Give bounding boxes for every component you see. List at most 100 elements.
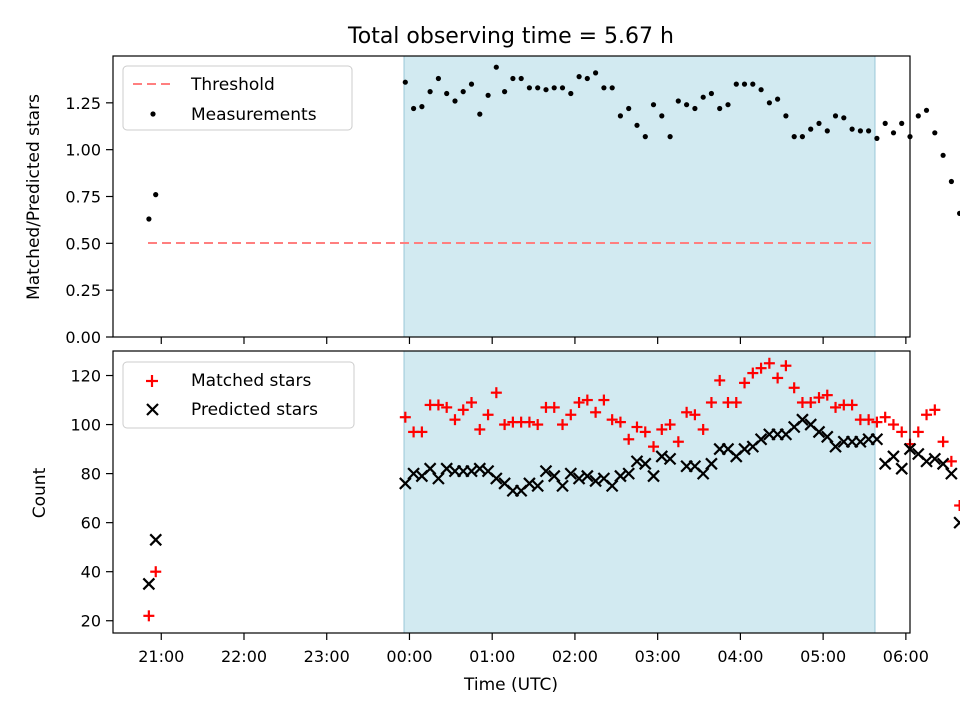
measurement-point	[791, 134, 797, 140]
measurement-point	[915, 113, 921, 119]
predicted-stars-point	[945, 467, 958, 480]
matched-stars-point	[755, 362, 767, 374]
matched-stars-point	[581, 394, 593, 406]
measurement-point	[957, 210, 960, 216]
matched-stars-point	[805, 396, 817, 408]
measurement-point	[444, 90, 450, 97]
matched-stars-point	[631, 421, 643, 433]
matched-stars-point	[449, 414, 461, 426]
predicted-stars-series	[142, 413, 960, 591]
matched-stars-point	[714, 374, 726, 386]
bottom-y-tick-label: 120	[70, 367, 101, 386]
top-y-tick-label: 1.00	[65, 141, 101, 160]
measurement-point	[684, 102, 690, 108]
top-y-axis: 0.00 0.25 0.50 0.75 1.00 1.25	[65, 94, 113, 347]
x-tick-label: 05:00	[800, 647, 846, 666]
bottom-legend: Matched stars Predicted stars	[122, 361, 355, 429]
measurement-point	[411, 105, 417, 112]
matched-stars-point	[937, 436, 949, 448]
matched-stars-point	[763, 357, 775, 369]
measurement-point	[932, 130, 938, 136]
threshold-legend-label: Threshold	[190, 75, 275, 95]
predicted-stars-point	[870, 433, 884, 446]
measurement-point	[650, 102, 657, 108]
matched-stars-point	[416, 426, 428, 438]
predicted-stars-legend-label: Predicted stars	[191, 400, 318, 420]
measurement-point	[758, 87, 764, 93]
matched-stars-point	[648, 441, 660, 453]
measurement-point	[750, 81, 756, 87]
measurement-point	[468, 81, 475, 87]
measurement-point	[775, 96, 781, 102]
predicted-stars-point	[556, 479, 569, 493]
matched-stars-point	[672, 436, 684, 448]
bottom-panel: 20 40 60 80 100 120 21:00 22:00 23:00 00:00 01:00…	[30, 350, 960, 695]
measurement-point	[568, 90, 574, 97]
measurement-point	[617, 113, 624, 119]
x-axis-label: Time (UTC)	[463, 675, 558, 695]
top-y-tick-label: 1.25	[65, 94, 101, 113]
matched-stars-point	[441, 401, 453, 413]
top-legend: Threshold Measurements	[122, 65, 353, 131]
measurement-point	[584, 75, 590, 82]
measurement-point	[766, 100, 773, 106]
measurement-point	[601, 85, 607, 91]
measurements-series	[146, 64, 960, 222]
matched-stars-point	[821, 389, 833, 401]
matched-stars-legend-swatch	[146, 375, 158, 387]
matched-stars-point	[813, 392, 825, 404]
measurement-point	[866, 128, 872, 134]
x-tick-label: 06:00	[883, 647, 929, 666]
top-y-tick-label: 0.75	[65, 188, 101, 207]
measurement-point	[551, 85, 557, 91]
measurement-point	[874, 135, 880, 141]
matched-stars-point	[780, 360, 792, 372]
matched-stars-point	[896, 426, 908, 438]
x-tick-label: 01:00	[469, 647, 515, 666]
predicted-stars-point	[928, 452, 942, 466]
predicted-stars-point	[564, 467, 578, 480]
bottom-y-axis-label: Count	[30, 467, 50, 518]
measurement-point	[485, 92, 491, 98]
predicted-stars-point	[812, 425, 826, 439]
matched-stars-point	[565, 409, 577, 421]
matched-stars-point	[871, 416, 883, 428]
matched-stars-point	[788, 382, 800, 394]
matched-stars-point	[598, 394, 610, 406]
matched-stars-point	[681, 406, 693, 418]
predicted-stars-point	[490, 472, 503, 485]
measurement-point	[146, 216, 152, 222]
matched-stars-point	[772, 372, 784, 384]
top-panel: 0.00 0.25 0.50 0.75 1.00 1.25 Matched/Predict…	[24, 55, 960, 347]
matched-stars-point	[656, 423, 668, 435]
measurement-point	[940, 152, 946, 158]
predicted-stars-point	[887, 450, 900, 463]
matched-stars-point	[399, 411, 411, 423]
x-tick-label: 21:00	[138, 647, 184, 666]
measurement-point	[535, 85, 541, 91]
measurement-point	[725, 102, 731, 108]
matched-stars-point	[697, 423, 709, 435]
matched-stars-point	[912, 426, 924, 438]
matched-stars-point	[830, 401, 842, 413]
predicted-stars-legend-swatch	[146, 403, 159, 416]
bottom-y-tick-label: 80	[81, 465, 101, 484]
matched-stars-point	[523, 416, 535, 428]
top-y-tick-label: 0.25	[65, 281, 101, 300]
measurement-point	[733, 81, 739, 87]
predicted-stars-point	[895, 462, 909, 475]
top-x-axis	[160, 337, 907, 344]
measurement-point	[502, 89, 508, 95]
x-tick-label: 23:00	[304, 647, 350, 666]
measurement-point	[427, 89, 433, 95]
measurement-point	[667, 134, 673, 140]
matched-stars-point	[664, 419, 676, 431]
bottom-y-tick-label: 40	[81, 563, 101, 582]
matched-stars-point	[846, 399, 858, 411]
measurement-point	[890, 130, 897, 136]
chart-title: Total observing time = 5.67 h	[347, 24, 674, 49]
measurement-point	[477, 111, 483, 117]
matched-stars-point	[499, 419, 511, 431]
matched-stars-point	[548, 401, 560, 413]
